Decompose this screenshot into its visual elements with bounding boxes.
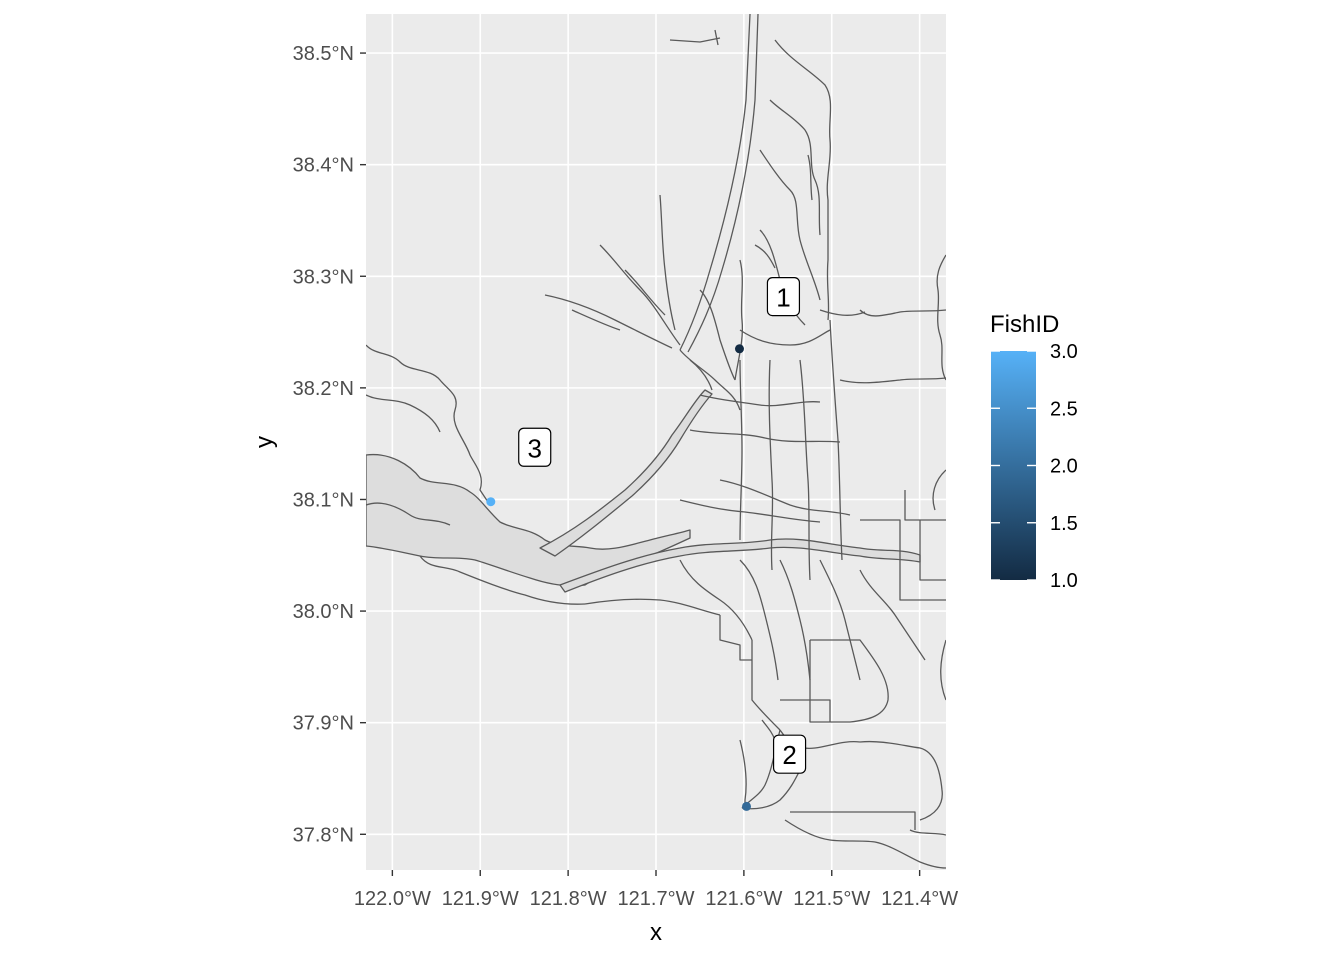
x-tick-label: 121.4°W xyxy=(881,888,958,910)
y-tick-label: 37.9°N xyxy=(293,713,354,735)
x-axis-title: x xyxy=(650,919,662,946)
y-tick-label: 38.2°N xyxy=(293,378,354,400)
x-tick-label: 121.5°W xyxy=(793,888,870,910)
fish-label-1: 1 xyxy=(766,276,801,317)
fish-point-3 xyxy=(486,497,496,507)
bay-water xyxy=(366,453,691,587)
waterways xyxy=(366,14,946,869)
y-tick-label: 37.8°N xyxy=(293,824,354,846)
y-tick-label: 38.4°N xyxy=(293,155,354,177)
fish-label-3: 3 xyxy=(518,427,552,467)
main-river xyxy=(539,389,713,557)
y-axis-title: y xyxy=(251,436,278,448)
y-axis: 38.5°N 38.4°N 38.3°N 38.2°N 38.1°N 38.0°N 37.9… xyxy=(293,43,366,846)
legend: FishID 3.0 2.5 2.0 1.5 1.0 xyxy=(990,311,1078,592)
fish-label-box xyxy=(766,276,801,317)
y-tick-label: 38.1°N xyxy=(293,489,354,511)
y-tick-label: 38.0°N xyxy=(293,601,354,623)
fish-label-text: 1 xyxy=(776,283,790,313)
legend-tick-label: 1.0 xyxy=(1050,570,1078,592)
x-tick-label: 122.0°W xyxy=(354,888,431,910)
fish-point-2 xyxy=(742,801,752,811)
fish-label-text: 3 xyxy=(527,433,541,463)
y-tick-label: 38.3°N xyxy=(293,266,354,288)
legend-tick-label: 2.0 xyxy=(1050,456,1078,478)
grid-lines xyxy=(366,14,946,870)
fish-points xyxy=(486,344,752,811)
legend-tick-label: 2.5 xyxy=(1050,398,1078,420)
y-tick-label: 38.5°N xyxy=(293,43,354,65)
x-axis: 122.0°W 121.9°W 121.8°W 121.7°W 121.6°W 121.5… xyxy=(354,870,958,910)
legend-title: FishID xyxy=(990,311,1059,338)
legend-tick-label: 1.5 xyxy=(1050,513,1078,535)
fish-label-2: 2 xyxy=(772,734,807,774)
fish-label-box xyxy=(772,734,807,774)
legend-tick-label: 3.0 xyxy=(1050,341,1078,363)
x-tick-label: 121.9°W xyxy=(442,888,519,910)
fish-labels: 1 2 3 xyxy=(518,276,807,774)
legend-ticks: 3.0 2.5 2.0 1.5 1.0 xyxy=(991,341,1078,592)
x-tick-label: 121.6°W xyxy=(705,888,782,910)
fish-label-box xyxy=(518,427,552,467)
x-tick-label: 121.7°W xyxy=(618,888,695,910)
fish-point-1 xyxy=(734,344,744,354)
x-tick-label: 121.8°W xyxy=(530,888,607,910)
fish-label-text: 2 xyxy=(782,740,796,770)
